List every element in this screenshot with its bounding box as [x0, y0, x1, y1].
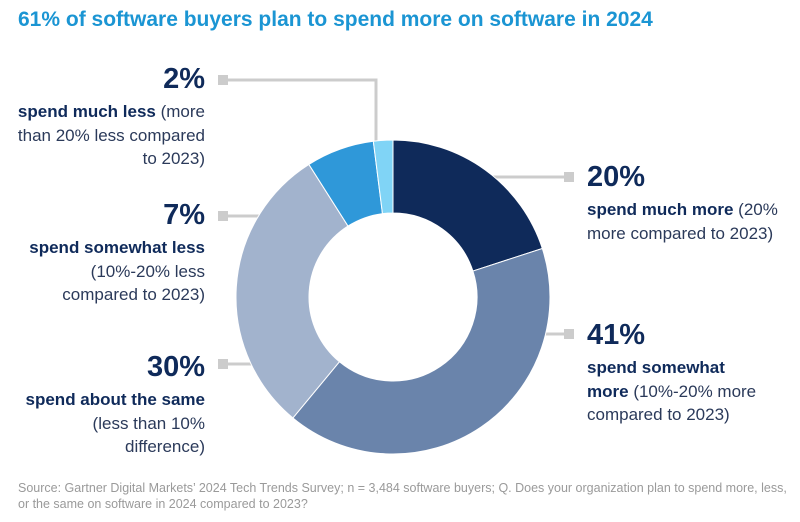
description: (less than 10% difference)	[92, 413, 205, 457]
leader-line	[222, 78, 378, 160]
leader-marker	[218, 211, 228, 221]
value-label: 2%	[163, 63, 205, 95]
value-label: 30%	[146, 351, 205, 383]
source-note: Source: Gartner Digital Markets’ 2024 Te…	[18, 481, 787, 511]
slice	[372, 139, 394, 215]
category-label: spend much less	[17, 102, 156, 121]
description: (20% more compared to 2023)	[587, 200, 778, 243]
leader-marker	[218, 75, 228, 85]
category-label: spend about the same	[25, 390, 205, 409]
value-label: 20%	[587, 161, 646, 193]
slice-label: 20% spend much more (20% more compared to…	[587, 160, 787, 245]
leader-marker	[564, 172, 574, 182]
category-label: spend much more	[587, 200, 734, 219]
description: (more than 20% less compared to 2023)	[17, 102, 205, 168]
value-label: 41%	[587, 319, 646, 351]
description: (10%-20% more compared to 2023)	[587, 381, 757, 425]
slice	[235, 163, 349, 419]
category-label: spend somewhat more	[587, 358, 725, 401]
chart-title: 61% of software buyers plan to spend mor…	[18, 8, 653, 31]
description: (10%-20% less compared to 2023)	[62, 261, 205, 305]
slice-label: 7% spend somewhat less (10%-20% less comp…	[25, 198, 205, 307]
slice-label: 30% spend about the same (less than 10% d…	[25, 350, 205, 459]
value-label: 7%	[163, 199, 205, 231]
leader-marker	[564, 329, 574, 339]
donut	[235, 139, 551, 455]
slice	[392, 139, 543, 272]
leader-marker	[218, 359, 228, 369]
slice	[292, 247, 551, 455]
slice-label: 2% spend much less (more than 20% less co…	[5, 62, 205, 171]
slice-label: 41% spend somewhat more (10%-20% more com…	[587, 318, 762, 427]
leader-markers	[218, 75, 574, 369]
category-label: spend somewhat less	[29, 238, 205, 257]
